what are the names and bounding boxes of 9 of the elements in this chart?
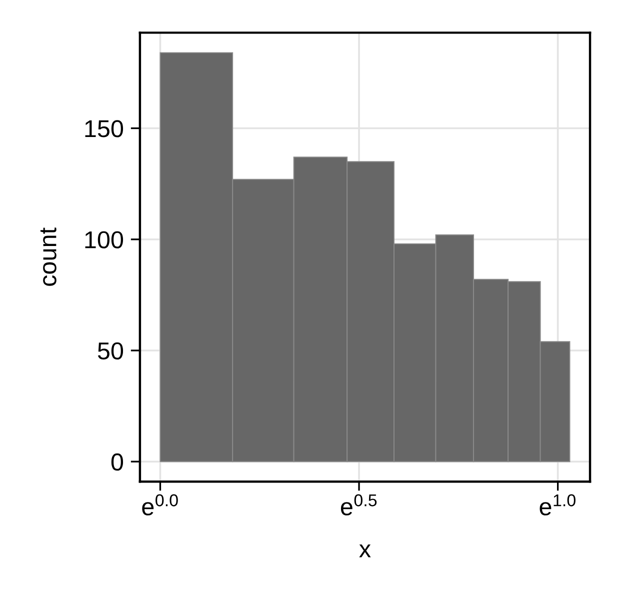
x-axis-title: x [359, 544, 371, 558]
y-tick-label: 0 [111, 453, 124, 471]
y-tick-label: 50 [98, 342, 124, 360]
x-tick-label: e$^{1.0}$ [540, 494, 576, 516]
y-axis-title: count [40, 228, 56, 286]
x-tick-label: e$^{0.5}$ [340, 494, 377, 516]
y-tick-label: 150 [85, 120, 124, 138]
y-tick-label: 100 [85, 231, 124, 248]
x-tick-label: e$^{0.0}$ [142, 494, 178, 516]
